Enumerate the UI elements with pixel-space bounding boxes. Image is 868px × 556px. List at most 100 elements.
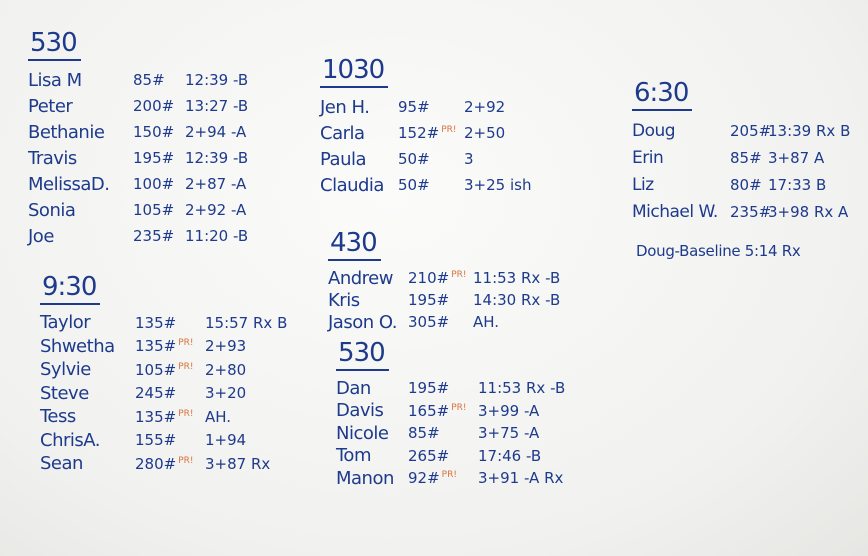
athlete-name: ChrisA. <box>40 429 100 451</box>
athlete-row: Joe 235# 11:20 -B <box>28 223 275 249</box>
athlete-name: Sylvie <box>40 359 91 381</box>
athlete-name: Tess <box>40 406 76 428</box>
athlete-name: Jen H. <box>320 96 370 118</box>
weight-cell: 155# <box>135 431 205 449</box>
weight-cell: 195# <box>408 379 478 397</box>
weight: 135# <box>135 337 177 356</box>
result: 3+99 -A <box>478 401 540 420</box>
weight: 105# <box>133 201 175 219</box>
weight-cell: 92# PR! <box>408 469 478 487</box>
section-title: 1030 <box>320 55 389 88</box>
athlete-name: Peter <box>28 95 73 117</box>
athlete-row: Peter 200# 13:27 -B <box>28 93 275 119</box>
result: 2+92 -A <box>185 201 247 219</box>
pr-mark: PR! <box>178 338 194 349</box>
weight-cell: 235# <box>133 227 185 245</box>
athlete-name: Taylor <box>40 312 91 334</box>
athlete-name: Steve <box>40 382 89 404</box>
athlete-row: Sean 280# PR! 3+87 Rx <box>40 452 285 476</box>
weight-cell: 135# PR! <box>135 408 205 426</box>
athlete-name: Sonia <box>28 199 76 221</box>
section-title: 9:30 <box>40 272 101 305</box>
weight: 245# <box>135 384 177 403</box>
class-section: 530 Dan 195# 11:53 Rx -B Davis 165# PR! 3+99 -A… <box>336 338 588 490</box>
result: AH. <box>473 313 500 331</box>
athlete-row: Sylvie 105# PR! 2+80 <box>40 358 285 382</box>
weight-cell: 135# <box>135 314 205 332</box>
weight: 195# <box>408 379 450 398</box>
pr-mark: PR! <box>441 470 457 481</box>
athlete-row: Sonia 105# 2+92 -A <box>28 197 275 223</box>
weight: 200# <box>133 97 175 115</box>
pr-mark: PR! <box>441 125 457 135</box>
pr-mark: PR! <box>178 455 194 466</box>
athlete-name: Kris <box>328 289 360 311</box>
result: 2+94 -A <box>185 123 247 141</box>
weight-cell: 200# <box>133 97 185 115</box>
weight: 165# <box>408 401 450 420</box>
result: 11:53 Rx -B <box>478 379 566 398</box>
athlete-row: Nicole 85# 3+75 -A <box>336 422 588 445</box>
weight: 280# <box>135 454 177 473</box>
athlete-name: Carla <box>320 122 365 144</box>
weight-cell: 80# <box>730 176 768 194</box>
weight: 50# <box>398 176 430 194</box>
result: 13:27 -B <box>185 97 249 115</box>
athlete-row: Kris 195# 14:30 Rx -B <box>328 289 583 311</box>
result: 12:39 -B <box>185 71 249 89</box>
result: 17:46 -B <box>478 446 542 465</box>
result: 12:39 -B <box>185 149 249 167</box>
weight-cell: 305# <box>408 313 473 331</box>
weight: 95# <box>398 98 430 116</box>
pr-mark: PR! <box>178 361 194 372</box>
weight-cell: 195# <box>408 291 473 309</box>
weight: 195# <box>408 291 450 309</box>
weight: 105# <box>135 360 177 379</box>
athlete-row: Tom 265# 17:46 -B <box>336 445 588 468</box>
weight: 235# <box>730 202 772 221</box>
result: 3+25 ish <box>464 176 532 194</box>
athlete-row: Shwetha 135# PR! 2+93 <box>40 335 285 359</box>
result: 13:39 Rx B <box>768 121 851 140</box>
result: 1+94 <box>205 431 247 450</box>
weight-cell: 152# PR! <box>398 124 464 142</box>
athlete-name: Erin <box>632 147 664 168</box>
weight: 92# <box>408 469 440 488</box>
weight: 305# <box>408 313 450 331</box>
weight-cell: 100# <box>133 175 185 193</box>
pr-mark: PR! <box>451 270 467 280</box>
section-title: 6:30 <box>632 78 693 111</box>
class-section: 1030 Jen H. 95# 2+92 Carla 152# PR! 2+50 Paula 50… <box>320 55 564 198</box>
result: AH. <box>205 407 232 426</box>
weight-cell: 105# PR! <box>135 361 205 379</box>
athlete-row: Dan 195# 11:53 Rx -B <box>336 377 588 400</box>
athlete-row: Paula 50# 3 <box>320 146 564 172</box>
athlete-row: Andrew 210# PR! 11:53 Rx -B <box>328 267 583 289</box>
athlete-row: Taylor 135# 15:57 Rx B <box>40 311 288 335</box>
athlete-name: Travis <box>28 147 77 169</box>
result: 14:30 Rx -B <box>473 291 561 309</box>
result: 2+93 <box>205 337 247 356</box>
athlete-row: Davis 165# PR! 3+99 -A <box>336 400 588 423</box>
weight-cell: 95# <box>398 98 464 116</box>
result: 15:57 Rx B <box>205 313 288 332</box>
weight: 85# <box>408 424 440 443</box>
weight-cell: 50# <box>398 176 464 194</box>
class-section: 530 Lisa M 85# 12:39 -B Peter 200# 13:27 -B Bet… <box>28 28 275 249</box>
athlete-name: Joe <box>28 225 54 247</box>
weight-cell: 210# PR! <box>408 269 473 287</box>
weight: 210# <box>408 269 450 287</box>
athlete-name: Dan <box>336 377 371 399</box>
athlete-name: Manon <box>336 467 394 489</box>
athlete-name: Tom <box>336 445 371 467</box>
weight-cell: 135# PR! <box>135 337 205 355</box>
athlete-row: MelissaD. 100# 2+87 -A <box>28 171 275 197</box>
weight: 205# <box>730 121 772 140</box>
weight: 80# <box>730 175 762 194</box>
class-section: 430 Andrew 210# PR! 11:53 Rx -B Kris 195# 14:30… <box>328 228 583 333</box>
weight: 265# <box>408 446 450 465</box>
weight-cell: 50# <box>398 150 464 168</box>
athlete-name: Liz <box>632 174 654 195</box>
result: 2+50 <box>464 124 506 142</box>
section-title: 530 <box>336 338 389 371</box>
